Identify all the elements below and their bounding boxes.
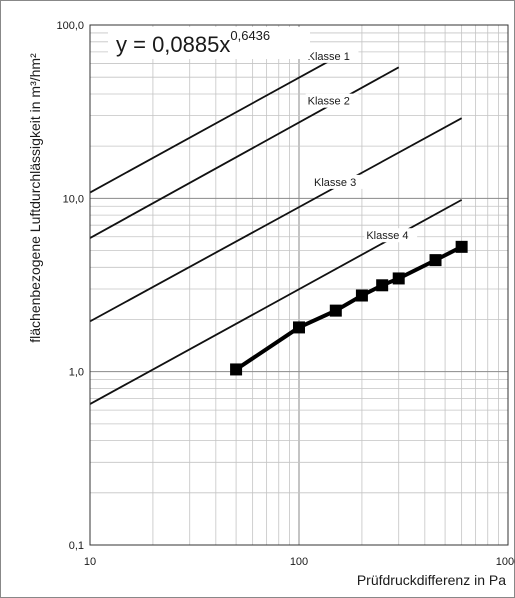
grid xyxy=(89,24,509,546)
x-axis-label: Prüfdruckdifferenz in Pa xyxy=(357,572,506,588)
data-point xyxy=(329,304,342,317)
x-tick-label: 100 xyxy=(290,556,308,568)
class-label-bg xyxy=(305,93,359,108)
equation-box xyxy=(108,27,310,59)
data-point xyxy=(455,240,468,253)
series-line xyxy=(234,245,463,372)
class-line-1 xyxy=(89,56,337,194)
y-tick-label: 10,0 xyxy=(63,193,84,205)
data-point xyxy=(376,279,389,292)
class-label-bg xyxy=(305,48,359,63)
data-series xyxy=(230,240,468,376)
equation-base: y = 0,0885x xyxy=(116,32,230,57)
y-tick-label: 100,0 xyxy=(56,20,84,32)
equation-exponent: 0,6436 xyxy=(230,28,270,43)
data-point xyxy=(355,289,368,302)
plot-area-border xyxy=(89,24,509,546)
x-tick-label: 10 xyxy=(84,556,96,568)
class-line-3 xyxy=(89,117,463,323)
class-label-2: Klasse 2 xyxy=(308,96,350,108)
data-point xyxy=(392,272,405,285)
class-label-bg xyxy=(312,174,365,189)
class-label-3: Klasse 3 xyxy=(314,177,356,189)
data-point xyxy=(230,363,243,376)
data-point xyxy=(293,321,305,334)
class-label-1: Klasse 1 xyxy=(308,51,350,63)
y-tick-label: 0,1 xyxy=(69,540,84,552)
class-label-4: Klasse 4 xyxy=(366,230,408,242)
y-axis-label: flächenbezogene Luftdurchlässigkeit in m… xyxy=(27,53,43,343)
equation-label: y = 0,0885x0,6436 xyxy=(116,28,270,57)
y-tick-label: 1,0 xyxy=(69,367,84,379)
data-point xyxy=(429,254,442,267)
class-labels: Klasse 1 Klasse 2 Klasse 3 Klasse 4 xyxy=(305,48,418,243)
class-label-bg xyxy=(364,228,418,243)
